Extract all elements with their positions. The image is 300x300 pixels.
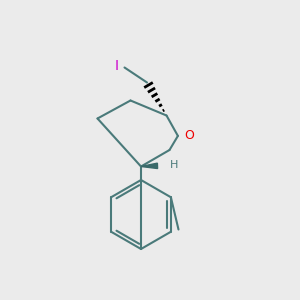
Text: O: O [184,129,194,142]
Text: I: I [115,59,119,73]
Polygon shape [141,163,158,169]
Text: H: H [169,160,178,170]
